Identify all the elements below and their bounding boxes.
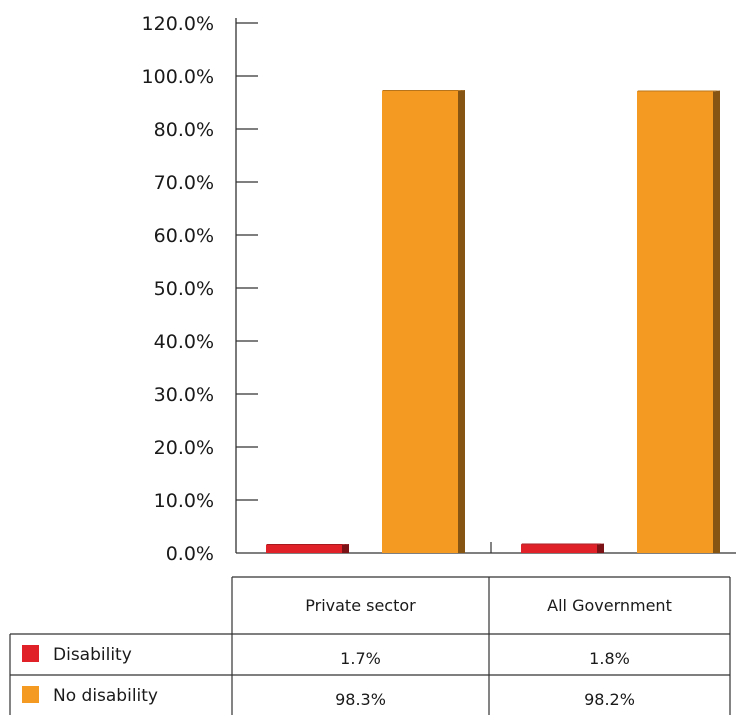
bar-side	[458, 89, 465, 554]
legend-swatch	[22, 645, 39, 662]
table-header-cell: All Government	[547, 596, 672, 615]
y-tick-label: 80.0%	[154, 119, 214, 141]
bar-side	[713, 90, 720, 554]
bar	[266, 545, 342, 553]
y-tick-label: 70.0%	[154, 172, 214, 194]
y-tick-label: 120.0%	[142, 13, 214, 35]
y-tick-label: 30.0%	[154, 384, 214, 406]
table-value-cell: 98.2%	[584, 690, 635, 709]
y-tick-label: 0.0%	[166, 543, 214, 565]
bars	[266, 89, 720, 554]
bar	[382, 90, 458, 554]
data-table: Private sector All Government Disability 1.…	[9, 576, 731, 715]
table-value-cell: 1.8%	[589, 649, 630, 668]
bar-side	[342, 544, 349, 553]
y-tick-label: 50.0%	[154, 278, 214, 300]
bar-top	[382, 89, 465, 91]
legend-label: No disability	[53, 686, 158, 706]
y-tick-label: 60.0%	[154, 225, 214, 247]
table-header-cell: Private sector	[305, 596, 416, 615]
bar-top	[637, 90, 720, 92]
table-value-cell: 98.3%	[335, 690, 386, 709]
bar	[637, 91, 713, 554]
bar-side	[597, 543, 604, 553]
bar-top	[521, 543, 604, 545]
y-tick-label: 10.0%	[154, 490, 214, 512]
y-tick-label: 20.0%	[154, 437, 214, 459]
legend-swatch	[22, 686, 39, 703]
bar-top	[266, 544, 349, 546]
y-tick-label: 100.0%	[142, 66, 214, 88]
legend-label: Disability	[53, 645, 132, 665]
bar	[521, 544, 597, 553]
y-tick-label: 40.0%	[154, 331, 214, 353]
table-value-cell: 1.7%	[340, 649, 381, 668]
